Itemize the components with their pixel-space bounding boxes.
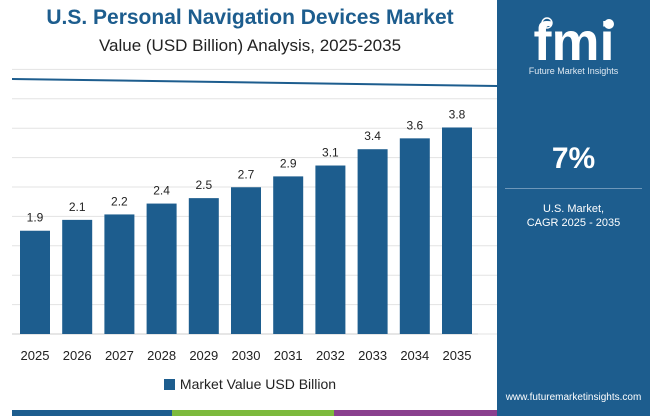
logo-dot-icon [604, 19, 614, 29]
data-label-2034: 3.6 [406, 118, 423, 132]
cagr-label-line1: U.S. Market, [542, 203, 605, 215]
bar-2029 [188, 198, 219, 334]
cagr-value: 7% [551, 142, 596, 175]
x-tick-2025: 2025 [21, 348, 50, 363]
sidebar-divider [505, 188, 642, 189]
x-tick-2029: 2029 [189, 348, 218, 363]
bar-2030 [231, 187, 261, 334]
x-tick-2035: 2035 [443, 348, 472, 363]
data-label-2032: 3.1 [322, 146, 339, 160]
cagr-label-line2: CAGR 2025 - 2035 [526, 217, 621, 229]
bars-group [20, 127, 472, 334]
data-label-2033: 3.4 [364, 129, 381, 143]
bar-2032 [315, 165, 346, 334]
logo-tagline: Future Market Insights [528, 66, 619, 76]
x-tick-2033: 2033 [358, 348, 387, 363]
data-label-2035: 3.8 [449, 107, 466, 121]
bar-2027 [104, 214, 135, 334]
bar-2035 [442, 127, 472, 334]
trend-line [11, 78, 497, 87]
bar-2025 [20, 230, 50, 334]
fmi-logo-letters: fmi [534, 12, 615, 72]
bar-2033 [357, 149, 388, 334]
band-green [172, 410, 334, 416]
data-label-2027: 2.2 [111, 194, 128, 208]
bar-2031 [273, 176, 304, 334]
data-label-2026: 2.1 [69, 200, 86, 214]
website-link[interactable]: www.futuremarketinsights.com [505, 392, 642, 403]
band-blue [12, 410, 172, 416]
x-tick-2028: 2028 [147, 348, 176, 363]
logo-globe-icon [541, 17, 553, 29]
x-tick-labels-group: 2025 2026 2027 2028 2029 2030 2031 2032 2033 2034… [21, 348, 472, 363]
x-tick-2027: 2027 [105, 348, 134, 363]
data-label-2030: 2.7 [238, 167, 255, 181]
data-label-2031: 2.9 [280, 156, 297, 170]
bar-2034 [399, 138, 430, 334]
legend-swatch [163, 379, 175, 390]
data-label-2029: 2.5 [195, 178, 212, 192]
band-purple [334, 410, 497, 416]
bar-chart: 1.92.1 2.22.4 2.52.72.93.13.43.63.8 2025 20… [11, 68, 497, 363]
x-tick-2030: 2030 [232, 348, 261, 363]
chart-subtitle: Value (USD Billion) Analysis, 2025-2035 [98, 36, 402, 55]
bar-2028 [146, 203, 177, 334]
x-tick-2031: 2031 [274, 348, 303, 363]
sidebar-panel: fmi Future Market Insights 7% U.S. Marke… [497, 0, 650, 416]
x-tick-2026: 2026 [63, 348, 92, 363]
data-label-2028: 2.4 [153, 184, 170, 198]
cagr-label: U.S. Market, CAGR 2025 - 2035 [497, 202, 650, 230]
chart-title: U.S. Personal Navigation Devices Market [46, 6, 454, 29]
data-label-2025: 1.9 [27, 211, 44, 225]
x-tick-2034: 2034 [400, 348, 429, 363]
data-labels-group: 1.9 2.1 2.2 2.4 2.5 2.7 2.9 3.1 3.4 3.6 3.8 [27, 107, 466, 224]
bottom-color-band [12, 410, 497, 416]
chart-legend: Market Value USD Billion [0, 376, 500, 392]
legend-label: Market Value USD Billion [179, 376, 337, 392]
bar-2026 [62, 219, 93, 334]
x-tick-2032: 2032 [316, 348, 345, 363]
fmi-logo: fmi [534, 12, 615, 72]
